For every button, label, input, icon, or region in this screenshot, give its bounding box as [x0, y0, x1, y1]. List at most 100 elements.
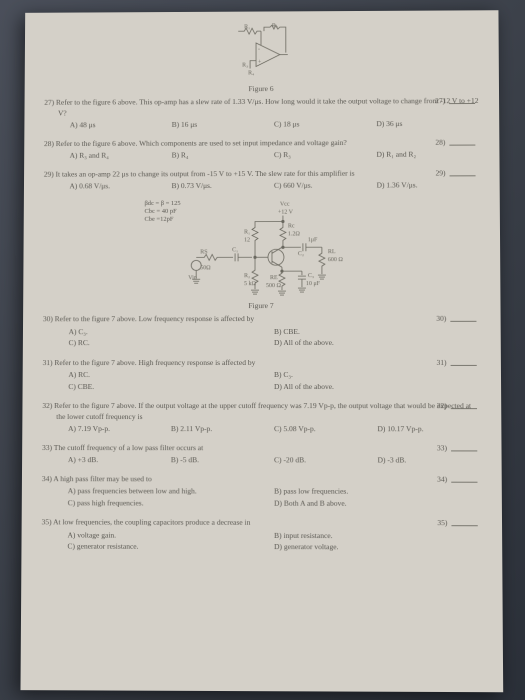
q28-opt-a: A) R₃ and R₄: [70, 151, 172, 162]
question-32: 32) Refer to the figure 7 above. If the …: [42, 401, 481, 435]
svg-text:C₃: C₃: [308, 273, 314, 279]
figure7-diagram: βdc = β = 125 Cbc = 40 pF Cbe =12pF Vcc …: [43, 199, 480, 299]
q35-text: At low frequencies, the coupling capacit…: [53, 517, 250, 526]
figure6-diagram: R₁ R₂ - + R₃ R₄: [44, 22, 479, 81]
q35-opt-b: B) input resistance.: [274, 530, 482, 541]
svg-text:C₂: C₂: [298, 251, 304, 257]
circuit7-svg: Vcc +12 V R₁ 12 Rc 1.2Ω 1μF C₂ RL 600 Ω: [188, 199, 378, 299]
q32-text: Refer to the figure 7 above. If the outp…: [54, 401, 471, 421]
svg-text:RS: RS: [200, 249, 207, 255]
q29-opt-d: D) 1.36 V/μs.: [377, 180, 480, 191]
question-35: 35) At low frequencies, the coupling cap…: [41, 517, 482, 554]
q31-opt-c: C) CBE.: [68, 382, 274, 393]
q30-opt-c: C) RC.: [69, 338, 274, 349]
question-30: 30) Refer to the figure 7 above. Low fre…: [43, 314, 481, 350]
figure7-label: Figure 7: [43, 300, 480, 311]
svg-text:Vin: Vin: [188, 275, 197, 281]
q28-num: 28): [44, 139, 54, 148]
q34-blank: [451, 481, 477, 482]
q33-ansnum: 33): [437, 443, 447, 454]
q32-opt-a: A) 7.19 Vp-p.: [68, 424, 171, 435]
q35-num: 35): [42, 517, 52, 526]
svg-text:R₁: R₁: [244, 24, 250, 30]
svg-text:RE: RE: [270, 275, 278, 281]
q32-blank: [451, 408, 477, 409]
q27-num: 27): [44, 98, 54, 107]
q30-opt-d: D) All of the above.: [274, 338, 481, 349]
question-31: 31) Refer to the figure 7 above. High fr…: [42, 357, 481, 393]
q32-num: 32): [42, 401, 52, 410]
svg-text:12: 12: [244, 237, 250, 243]
q30-ansnum: 30): [436, 314, 446, 325]
q33-opt-b: B) -5 dB.: [171, 455, 274, 466]
q29-ansnum: 29): [436, 168, 446, 178]
q33-opt-d: D) -3 dB.: [378, 455, 482, 466]
svg-text:RL: RL: [328, 249, 336, 255]
q31-blank: [451, 364, 477, 365]
svg-text:Rc: Rc: [288, 223, 295, 229]
svg-text:50Ω: 50Ω: [200, 265, 211, 271]
svg-text:R₁: R₁: [244, 229, 250, 235]
question-34: 34) A high pass filter may be used to A)…: [42, 474, 482, 510]
svg-text:600 Ω: 600 Ω: [328, 257, 344, 263]
q35-ansnum: 35): [437, 518, 447, 529]
q28-opt-b: B) R₄: [172, 150, 274, 161]
svg-text:R₃: R₃: [242, 63, 248, 69]
svg-text:500 Ω: 500 Ω: [266, 283, 281, 289]
q31-opt-a: A) RC.: [68, 370, 274, 381]
q33-blank: [451, 450, 477, 451]
q27-opt-b: B) 16 μs: [172, 120, 274, 131]
p2: Cbc = 40 pF: [144, 208, 180, 216]
q28-opt-c: C) R₃: [274, 150, 377, 161]
q35-blank: [451, 525, 477, 526]
q28-opt-d: D) R₁ and R₂: [377, 150, 480, 161]
q34-opt-b: B) pass low frequencies.: [274, 486, 482, 497]
q29-opt-b: B) 0.73 V/μs.: [172, 181, 274, 192]
svg-text:1μF: 1μF: [308, 237, 318, 243]
question-29: 29) It takes an op-amp 22 μs to change i…: [44, 168, 480, 192]
q35-opt-a: A) voltage gain.: [67, 530, 274, 541]
q28-ansnum: 28): [435, 137, 445, 147]
q30-opt-b: B) CBE.: [274, 326, 481, 337]
q27-text: Refer to the figure 6 above. This op-amp…: [56, 96, 479, 117]
svg-text:R₂: R₂: [272, 23, 278, 29]
q32-opt-b: B) 2.11 Vp-p.: [171, 424, 274, 435]
svg-text:-: -: [258, 47, 260, 53]
q27-blank: [449, 103, 475, 104]
q30-num: 30): [43, 314, 53, 323]
q34-ansnum: 34): [437, 474, 447, 485]
svg-text:5 kΩ: 5 kΩ: [244, 281, 256, 287]
exam-page: R₁ R₂ - + R₃ R₄ Figure 6 27) Refer to th…: [20, 10, 503, 692]
svg-text:+12 V: +12 V: [278, 209, 294, 215]
q28-blank: [449, 144, 475, 145]
q27-opt-c: C) 18 μs: [274, 119, 377, 130]
q30-text: Refer to the figure 7 above. Low frequen…: [55, 314, 254, 323]
question-28: 28) Refer to the figure 6 above. Which c…: [44, 137, 480, 161]
q31-ansnum: 31): [436, 357, 446, 368]
svg-text:R₄: R₄: [248, 70, 254, 76]
q32-opt-c: C) 5.08 Vp-p.: [274, 424, 377, 435]
q34-num: 34): [42, 474, 52, 483]
q31-text: Refer to the figure 7 above. High freque…: [54, 357, 255, 366]
q32-opt-d: D) 10.17 Vp-p.: [377, 424, 481, 435]
figure6-label: Figure 6: [44, 83, 479, 95]
svg-text:1.2Ω: 1.2Ω: [288, 231, 300, 237]
q33-opt-a: A) +3 dB.: [68, 455, 171, 466]
q30-opt-a: A) C₃.: [69, 327, 274, 338]
q35-opt-c: C) generator resistance.: [67, 542, 274, 553]
question-27: 27) Refer to the figure 6 above. This op…: [44, 96, 479, 131]
circuit7-params: βdc = β = 125 Cbc = 40 pF Cbe =12pF: [144, 199, 180, 298]
q34-opt-d: D) Both A and B above.: [274, 498, 482, 509]
q34-text: A high pass filter may be used to: [53, 474, 151, 483]
q34-opt-a: A) pass frequencies between low and high…: [68, 486, 274, 497]
svg-text:+: +: [258, 60, 262, 66]
q31-opt-b: B) C₃.: [274, 370, 481, 381]
q29-num: 29): [44, 169, 54, 178]
q28-text: Refer to the figure 6 above. Which compo…: [56, 138, 347, 148]
p3: Cbe =12pF: [144, 216, 180, 224]
q33-num: 33): [42, 443, 52, 452]
q35-opt-d: D) generator voltage.: [274, 542, 482, 553]
q33-text: The cutoff frequency of a low pass filte…: [54, 443, 203, 452]
q29-text: It takes an op-amp 22 μs to change its o…: [56, 168, 355, 178]
p1: βdc = β = 125: [145, 199, 181, 207]
